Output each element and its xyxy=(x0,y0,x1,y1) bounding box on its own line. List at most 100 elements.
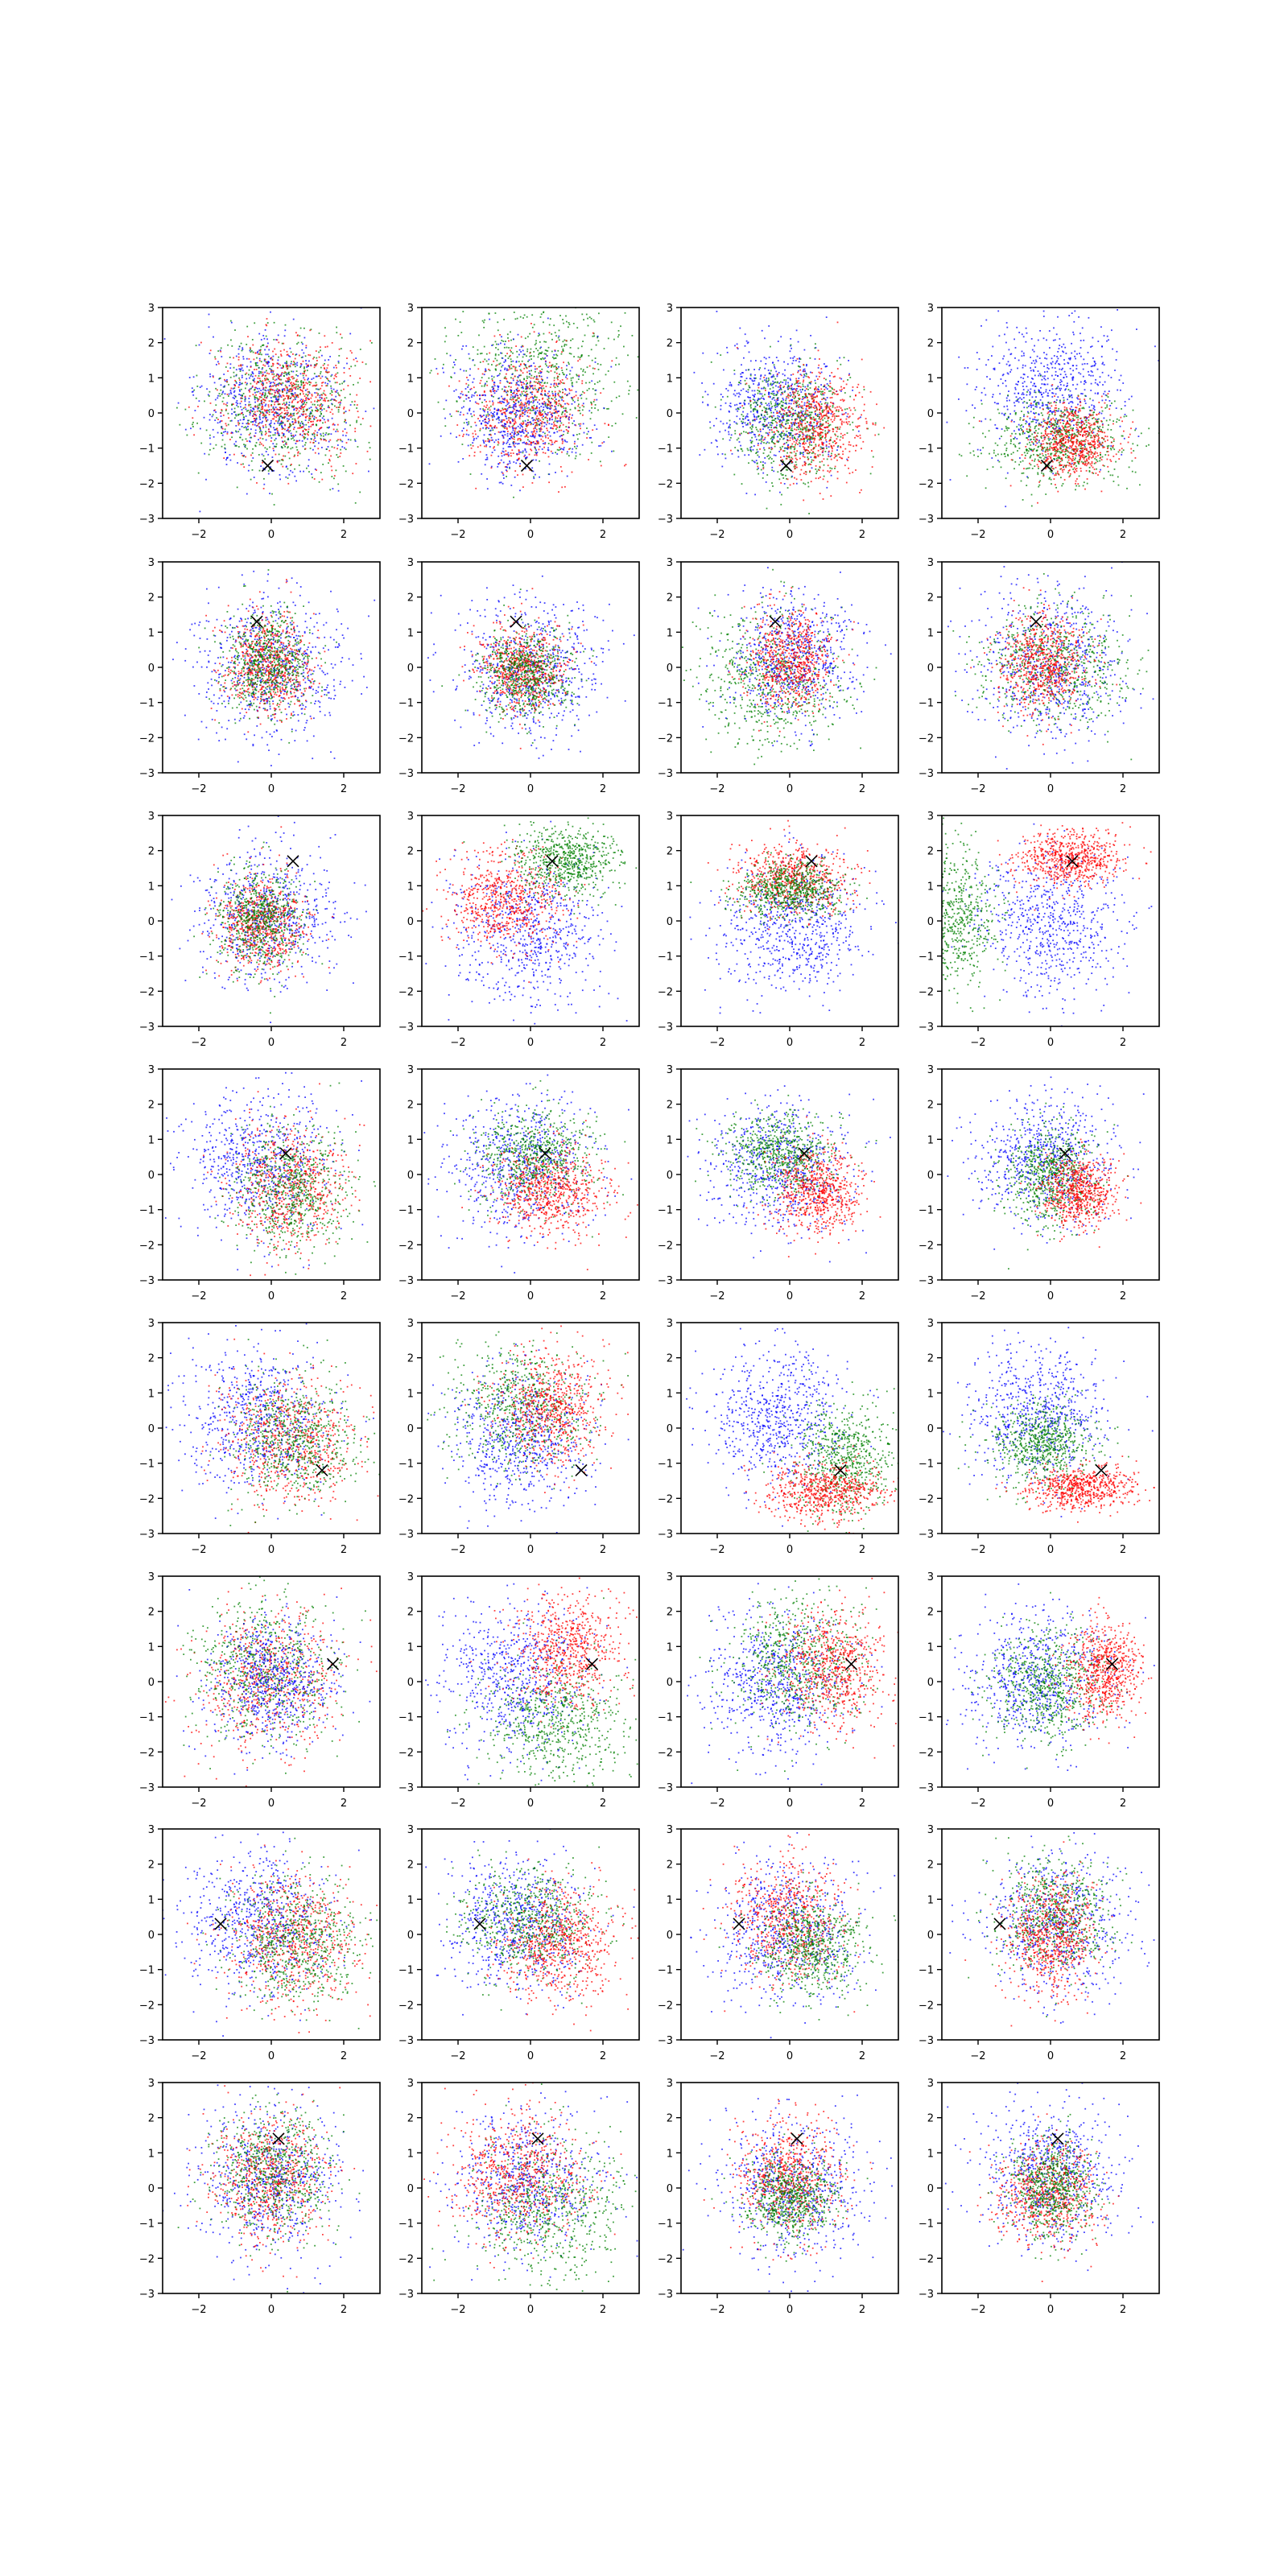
scatter-point xyxy=(266,345,268,347)
scatter-point xyxy=(258,407,260,409)
scatter-point xyxy=(548,443,550,444)
scatter-point xyxy=(362,361,364,363)
scatter-point xyxy=(547,382,548,384)
scatter-point xyxy=(350,365,352,367)
scatter-point xyxy=(733,394,735,395)
scatter-point xyxy=(729,424,731,426)
scatter-point xyxy=(778,382,780,384)
scatter-point xyxy=(270,405,272,407)
scatter-point xyxy=(798,341,799,343)
scatter-point xyxy=(315,430,316,431)
scatter-point xyxy=(518,453,520,455)
scatter-point xyxy=(514,394,516,396)
scatter-point xyxy=(224,448,225,449)
scatter-point xyxy=(605,374,607,376)
scatter-point xyxy=(456,436,457,438)
scatter-point xyxy=(543,452,544,453)
scatter-point xyxy=(523,404,525,406)
scatter-point xyxy=(832,407,834,408)
scatter-point xyxy=(457,411,459,412)
scatter-point xyxy=(254,402,256,403)
scatter-point xyxy=(762,330,763,332)
scatter-point xyxy=(503,398,505,400)
scatter-point xyxy=(554,442,555,444)
scatter-point xyxy=(529,374,530,375)
scatter-point xyxy=(533,401,535,402)
scatter-point xyxy=(807,386,809,387)
scatter-point xyxy=(258,367,260,369)
scatter-point xyxy=(491,467,493,469)
scatter-point xyxy=(228,413,229,415)
scatter-point xyxy=(332,342,333,344)
scatter-point xyxy=(768,394,770,395)
scatter-point xyxy=(301,406,303,407)
scatter-point xyxy=(303,424,305,426)
scatter-point xyxy=(284,424,286,426)
scatter-point xyxy=(548,371,550,373)
scatter-point xyxy=(541,378,543,380)
scatter-point xyxy=(796,405,798,407)
scatter-point xyxy=(277,433,279,435)
scatter-point xyxy=(339,456,341,457)
scatter-point xyxy=(510,438,511,440)
scatter-point xyxy=(285,324,287,326)
scatter-point xyxy=(282,391,283,393)
scatter-point xyxy=(196,375,198,377)
scatter-point xyxy=(298,416,299,418)
scatter-point xyxy=(613,382,615,383)
scatter-point xyxy=(501,460,502,461)
scatter-point xyxy=(271,374,273,375)
scatter-point xyxy=(278,433,279,435)
scatter-point xyxy=(750,374,752,375)
scatter-point xyxy=(262,425,264,427)
scatter-point xyxy=(287,483,289,485)
scatter-point xyxy=(256,482,258,484)
scatter-point xyxy=(503,437,505,439)
scatter-point xyxy=(514,366,515,368)
scatter-point xyxy=(492,429,493,431)
scatter-point xyxy=(580,454,581,456)
scatter-point xyxy=(324,394,326,395)
scatter-point xyxy=(776,357,778,358)
scatter-point xyxy=(292,472,294,473)
scatter-point xyxy=(234,411,236,413)
scatter-point xyxy=(260,346,262,348)
scatter-point xyxy=(579,433,580,435)
scatter-point xyxy=(506,369,508,371)
scatter-point xyxy=(262,367,263,369)
scatter-point xyxy=(766,407,767,409)
scatter-point xyxy=(329,440,331,441)
y-tick-label: −3 xyxy=(398,514,414,526)
scatter-point xyxy=(245,407,246,408)
scatter-point xyxy=(308,394,309,395)
scatter-point xyxy=(547,398,548,400)
scatter-point xyxy=(254,322,255,324)
scatter-point xyxy=(803,427,804,429)
scatter-point xyxy=(605,423,606,424)
scatter-point xyxy=(250,347,251,349)
scatter-point xyxy=(278,399,279,401)
scatter-point xyxy=(273,370,275,372)
scatter-point xyxy=(305,390,307,391)
scatter-point xyxy=(622,413,624,415)
scatter-point xyxy=(803,411,804,412)
scatter-point xyxy=(769,490,770,492)
scatter-point xyxy=(761,469,762,471)
scatter-point xyxy=(518,354,520,356)
scatter-point xyxy=(497,417,499,419)
scatter-point xyxy=(329,356,331,357)
scatter-point xyxy=(765,408,766,410)
scatter-point xyxy=(540,427,542,429)
scatter-point xyxy=(460,321,461,323)
scatter-point xyxy=(311,473,312,475)
scatter-point xyxy=(827,388,828,390)
scatter-point xyxy=(786,431,788,432)
scatter-point xyxy=(791,436,793,437)
scatter-point xyxy=(287,414,288,415)
scatter-point xyxy=(563,349,564,351)
scatter-point xyxy=(284,413,286,415)
scatter-point xyxy=(593,401,595,402)
scatter-point xyxy=(474,422,476,423)
scatter-point xyxy=(178,402,180,404)
scatter-point xyxy=(246,439,247,440)
